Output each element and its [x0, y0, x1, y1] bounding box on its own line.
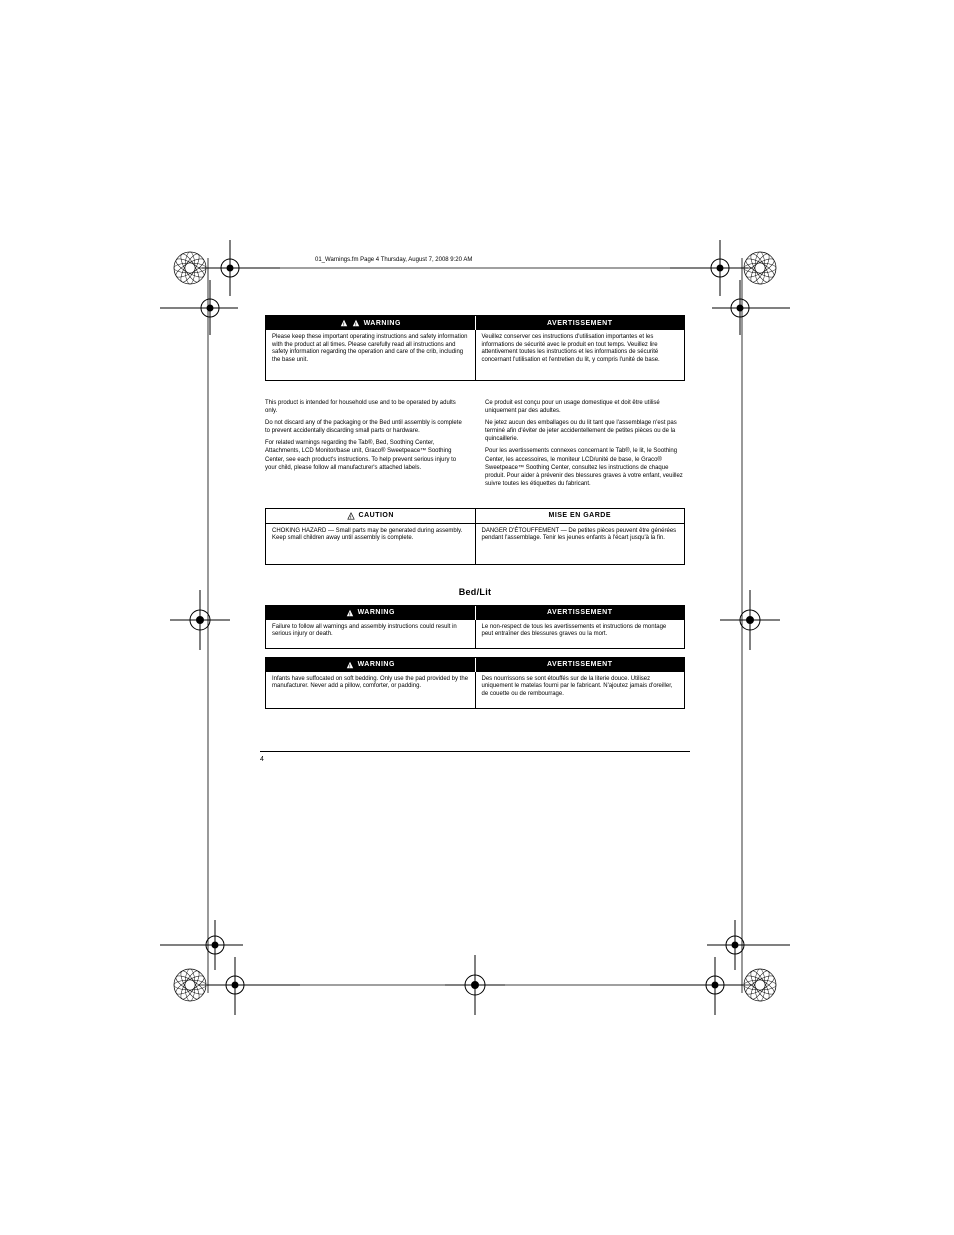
para-fr-1: Ce produit est conçu pour un usage domes…	[485, 399, 685, 415]
para-fr-2: Ne jetez aucun des emballages ou du lit …	[485, 419, 685, 443]
warning-body-en: Infants have suffocated on soft bedding.…	[266, 672, 475, 708]
warning-box-3: ! WARNING AVERTISSEMENT Infants have suf…	[265, 657, 685, 709]
warning-body-fr: Des nourrissons se sont étouffés sur de …	[475, 672, 685, 708]
trim-line-bottom	[198, 984, 753, 986]
warning-triangle-icon: !	[346, 609, 354, 617]
warning-label: WARNING	[358, 609, 395, 616]
page-footer: 4	[260, 756, 690, 763]
footer-rule	[260, 751, 690, 752]
warning-body-en: Please keep these important operating in…	[266, 330, 475, 380]
regmark-bottom-left	[160, 920, 300, 1015]
caution-box: ! CAUTION MISE EN GARDE CHOKING HAZARD —…	[265, 508, 685, 565]
warning-box-1: ! ! WARNING AVERTISSEMENT Please keep th…	[265, 315, 685, 381]
warning-triangle-icon: !	[346, 661, 354, 669]
intro-paragraphs: This product is intended for household u…	[265, 399, 685, 492]
trim-line-left	[207, 258, 209, 993]
page-number: 4	[260, 756, 264, 763]
para-en-3: For related warnings regarding the Tab®,…	[265, 439, 465, 471]
section-title-bed: Bed/Lit	[210, 587, 740, 597]
svg-text:!: !	[343, 321, 345, 327]
warning-label-fr: AVERTISSEMENT	[547, 661, 613, 668]
svg-text:!: !	[350, 514, 352, 520]
warning-label-fr: AVERTISSEMENT	[547, 609, 613, 616]
warning-body-fr: Le non-respect de tous les avertissement…	[475, 620, 685, 648]
warning-body-fr: Veuillez conserver ces instructions d'ut…	[475, 330, 685, 380]
svg-text:!: !	[355, 321, 357, 327]
warning-body-en: Failure to follow all warnings and assem…	[266, 620, 475, 648]
svg-text:!: !	[349, 611, 351, 617]
para-en-1: This product is intended for household u…	[265, 399, 465, 415]
caution-body-en: CHOKING HAZARD — Small parts may be gene…	[266, 524, 475, 564]
caution-label: CAUTION	[359, 512, 394, 519]
regmark-bottom-right	[650, 920, 790, 1015]
para-fr-3: Pour les avertissements connexes concern…	[485, 447, 685, 487]
warning-label: WARNING	[358, 661, 395, 668]
warning-triangle-icon: !	[352, 319, 360, 327]
caution-body-fr: DANGER D'ÉTOUFFEMENT — De petites pièces…	[475, 524, 685, 564]
para-en-2: Do not discard any of the packaging or t…	[265, 419, 465, 435]
warning-label: WARNING	[364, 320, 401, 327]
svg-text:!: !	[349, 663, 351, 669]
warning-label-fr: AVERTISSEMENT	[547, 320, 613, 327]
warning-box-2: ! WARNING AVERTISSEMENT Failure to follo…	[265, 605, 685, 649]
trim-line-right	[741, 258, 743, 993]
page-content: ! ! WARNING AVERTISSEMENT Please keep th…	[210, 255, 740, 763]
caution-label-fr: MISE EN GARDE	[548, 512, 611, 519]
caution-triangle-icon: !	[347, 512, 355, 520]
warning-triangle-icon: !	[340, 319, 348, 327]
